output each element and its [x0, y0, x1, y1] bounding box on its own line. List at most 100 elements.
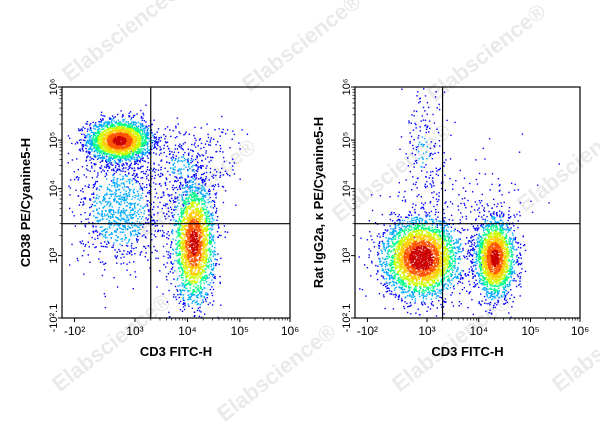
event-dot [87, 155, 89, 157]
event-dot [129, 214, 131, 216]
event-dot [145, 125, 147, 127]
event-dot [119, 129, 121, 132]
event-dot [199, 254, 202, 257]
event-dot [208, 235, 211, 237]
event-dot [207, 136, 210, 139]
event-dot [202, 237, 205, 240]
event-dot [118, 147, 120, 149]
event-dot [113, 181, 115, 183]
event-dot [166, 145, 169, 147]
event-dot [191, 217, 194, 219]
event-dot [179, 300, 182, 303]
event-dot [147, 245, 149, 247]
event-dot [79, 150, 82, 152]
event-dot [184, 236, 186, 239]
event-dot [161, 196, 163, 198]
event-dot [115, 154, 117, 157]
event-dot [176, 177, 178, 179]
event-dot [188, 256, 190, 258]
event-dot [109, 161, 111, 163]
event-dot [129, 231, 132, 233]
event-dot [190, 281, 192, 283]
event-dot [187, 271, 189, 274]
event-dot [185, 159, 187, 161]
event-dot [207, 156, 209, 158]
event-dot [162, 293, 164, 295]
event-dot [103, 127, 105, 130]
event-dot [142, 137, 144, 139]
event-dot [175, 298, 178, 301]
event-dot [156, 220, 158, 222]
event-dot [202, 252, 204, 255]
event-dot [130, 203, 133, 205]
event-dot [133, 204, 136, 207]
event-dot [184, 302, 186, 305]
event-dot [203, 247, 205, 249]
event-dot [123, 225, 125, 227]
event-dot [129, 135, 131, 138]
event-dot [108, 157, 110, 159]
event-dot [218, 263, 220, 266]
event-dot [82, 126, 84, 128]
event-dot [183, 270, 185, 273]
event-dot [176, 248, 178, 251]
event-dot [94, 154, 96, 157]
event-dot [207, 190, 210, 193]
event-dot [183, 239, 186, 242]
event-dot [199, 272, 202, 274]
event-dot [85, 218, 87, 220]
event-dot [187, 294, 189, 297]
event-dot [125, 131, 127, 133]
event-dot [193, 174, 195, 176]
event-dot [194, 274, 196, 276]
event-dot [148, 183, 151, 185]
event-dot [221, 167, 223, 170]
event-dot [201, 196, 203, 198]
event-dot [100, 111, 103, 113]
event-dot [106, 122, 108, 124]
event-dot [122, 133, 124, 135]
event-dot [120, 131, 122, 133]
event-dot [92, 139, 94, 142]
event-dot [193, 197, 196, 200]
event-dot [213, 253, 215, 256]
event-dot [212, 239, 214, 241]
event-dot [120, 210, 123, 212]
event-dot [200, 142, 203, 145]
event-dot [110, 202, 112, 204]
event-dot [105, 174, 108, 176]
event-dot [136, 235, 139, 238]
event-dot [113, 211, 115, 213]
event-dot [137, 121, 139, 123]
event-dot [104, 237, 107, 239]
event-dot [141, 129, 143, 132]
event-dot [193, 285, 195, 288]
event-dot [209, 214, 212, 216]
event-dot [180, 274, 183, 276]
event-dot [200, 243, 202, 246]
event-dot [112, 193, 114, 195]
event-dot [104, 210, 107, 212]
event-dot [200, 283, 202, 285]
event-dot [166, 203, 169, 205]
event-dot [131, 224, 133, 226]
event-dot [201, 217, 203, 220]
event-dot [172, 167, 174, 169]
event-dot [201, 214, 203, 216]
event-dot [118, 155, 121, 157]
event-dot [100, 215, 103, 217]
event-dot [135, 132, 137, 135]
event-dot [213, 252, 215, 254]
event-dot [105, 201, 107, 203]
event-dot [110, 154, 112, 156]
event-dot [206, 249, 209, 251]
event-dot [200, 266, 202, 268]
event-dot [115, 150, 117, 152]
event-dot [199, 228, 201, 231]
event-dot [131, 154, 133, 157]
event-dot [195, 214, 197, 216]
event-dot [191, 181, 194, 183]
event-dot [175, 296, 177, 298]
event-dot [114, 146, 117, 148]
event-dot [128, 152, 131, 154]
